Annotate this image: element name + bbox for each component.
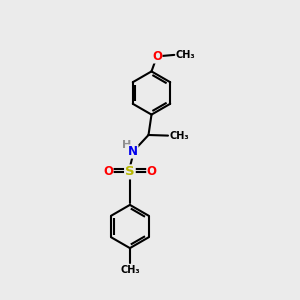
Text: O: O	[152, 50, 162, 63]
Text: O: O	[147, 165, 157, 178]
Text: CH₃: CH₃	[176, 50, 195, 60]
Text: O: O	[103, 165, 113, 178]
Text: S: S	[125, 165, 135, 178]
Text: CH₃: CH₃	[169, 130, 189, 141]
Text: H: H	[122, 140, 131, 150]
Text: N: N	[128, 145, 138, 158]
Text: CH₃: CH₃	[120, 265, 140, 275]
